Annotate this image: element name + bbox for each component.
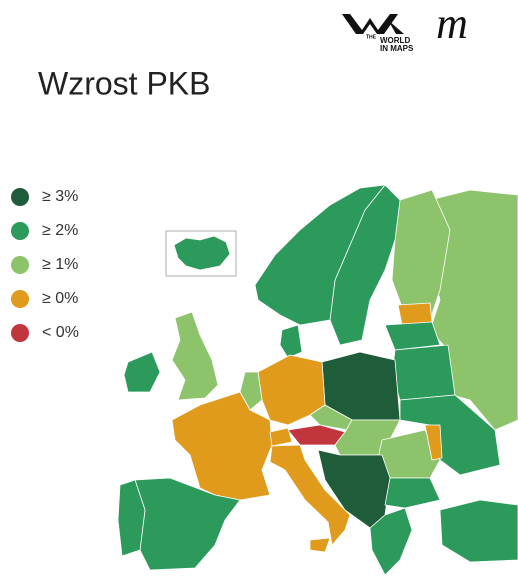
- ireland: [123, 351, 161, 393]
- map: [117, 184, 518, 576]
- sicily: [309, 537, 331, 553]
- legend-label: ≥ 2%: [42, 222, 78, 239]
- bulgaria: [384, 477, 441, 509]
- moldova: [424, 424, 443, 461]
- legend-label: ≥ 0%: [42, 290, 78, 307]
- logo-text: WORLD: [380, 36, 410, 45]
- estonia: [397, 302, 433, 326]
- benelux: [239, 371, 263, 411]
- logo-script: m: [436, 0, 468, 48]
- uk: [171, 311, 219, 401]
- legend-label: ≥ 1%: [42, 256, 78, 273]
- greece: [369, 507, 413, 576]
- logo-mark: [388, 20, 404, 34]
- denmark: [279, 324, 303, 359]
- legend-swatch: [11, 222, 29, 240]
- legend: ≥ 3% ≥ 2% ≥ 1% ≥ 0% < 0%: [11, 188, 79, 342]
- logo-mark: [342, 14, 398, 34]
- legend-swatch: [11, 188, 29, 206]
- ukraine: [399, 394, 501, 476]
- turkey: [439, 499, 518, 563]
- portugal: [117, 479, 146, 557]
- iceland: [173, 235, 231, 271]
- legend-swatch: [11, 256, 29, 274]
- legend-label: ≥ 3%: [42, 188, 78, 205]
- switzerland: [269, 427, 293, 447]
- legend-swatch: [11, 290, 29, 308]
- inset-frame: [165, 230, 237, 277]
- logo: THE WORLD IN MAPS m: [342, 0, 468, 53]
- legend-swatch: [11, 324, 29, 342]
- latvia-lithuania: [384, 321, 441, 351]
- belarus: [391, 344, 456, 401]
- logo-text: IN MAPS: [380, 44, 414, 53]
- italy: [269, 444, 351, 546]
- norway: [254, 184, 386, 326]
- logo-text: THE: [366, 34, 377, 40]
- legend-label: < 0%: [42, 324, 79, 341]
- france: [171, 391, 273, 501]
- title: Wzrost PKB: [38, 65, 210, 101]
